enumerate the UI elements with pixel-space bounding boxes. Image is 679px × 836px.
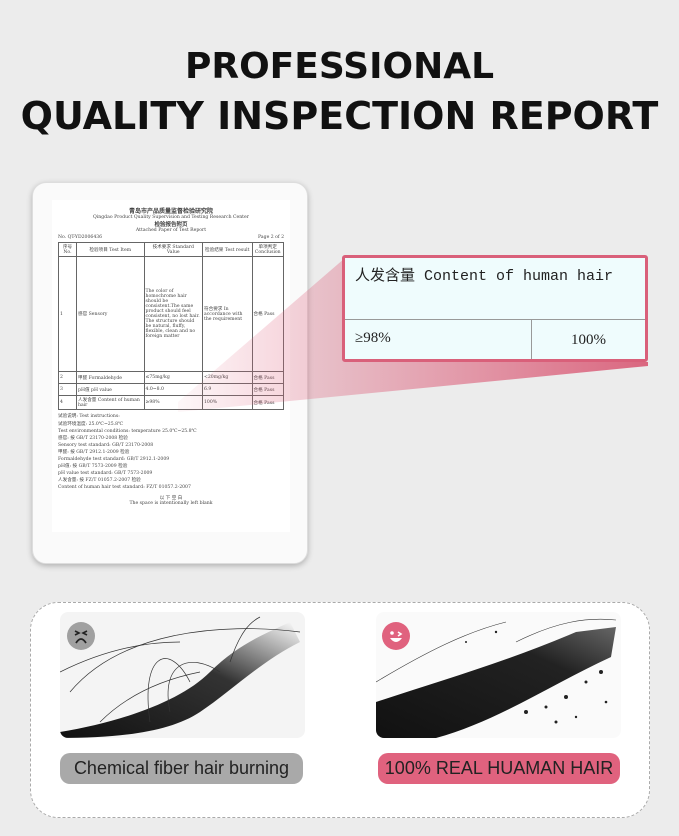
cell: 感官 Sensory xyxy=(76,256,145,372)
notes-list: 试验环境温度: 25.0℃~25.8℃ Test environmental c… xyxy=(58,421,284,491)
report-number: No. QT-YD2006436 xyxy=(58,235,103,240)
cell: 符合要求 In accordance with the requirement xyxy=(202,256,253,372)
cell: ≥98% xyxy=(143,395,203,410)
report-doc-en: Attached Paper of Test Report xyxy=(135,228,207,233)
report-org-en: Qingdao Product Quality Supervision and … xyxy=(93,215,249,220)
report-table: 序号 No. 检验项目 Test Item 技术要求 Standard Valu… xyxy=(58,242,284,410)
real-human-hair-label: 100% REAL HUAMAN HAIR xyxy=(378,753,620,784)
note: 试验环境温度: 25.0℃~25.8℃ xyxy=(58,422,124,427)
col-header: 检验结果 Test result xyxy=(202,242,253,257)
cell: 甲醛 Formaldehyde xyxy=(76,371,145,384)
cell: 合格 Pass xyxy=(251,256,284,372)
cell: 2 xyxy=(58,371,77,384)
note: 感官: 按 GB/T 23170-2008 检验 xyxy=(58,436,128,441)
callout-test-item: 人发含量 Content of human hair xyxy=(345,258,645,320)
col-header: 单项判定 Conclusion xyxy=(251,242,284,257)
col-header: 技术要求 Standard Value xyxy=(143,242,203,257)
table-row: 4 人发含量 Content of human hair ≥98% 100% 合格 Pa… xyxy=(58,395,284,410)
note: Formaldehyde test standard: GB/T 2912.1-… xyxy=(58,457,170,462)
headline-line2: QUALITY INSPECTION REPORT xyxy=(20,94,659,138)
cell: 6.9 xyxy=(202,383,253,396)
chemical-fiber-burn-photo xyxy=(60,612,305,738)
note: 人发含量: 按 FZ/T 01057.2-2007 检验 xyxy=(58,478,141,483)
cell: The color of homochrome hair should be c… xyxy=(143,256,203,372)
blank-en: The space is intentionally left blank xyxy=(129,501,213,506)
callout-standard-value: ≥98% xyxy=(345,320,532,359)
blank-cn: 以 下 空 白 xyxy=(159,496,183,501)
cell: 合格 Pass xyxy=(251,395,284,410)
note: pH值: 按 GB/T 7573-2009 检验 xyxy=(58,464,128,469)
table-row: 1 感官 Sensory The color of homochrome hair … xyxy=(58,256,284,372)
inspection-report-document: 青岛市产品质量监督检验研究院 Qingdao Product Quality S… xyxy=(52,200,290,532)
cell: 3 xyxy=(58,383,77,396)
cell: 人发含量 Content of human hair xyxy=(76,395,145,410)
note: Content of human hair test standard: FZ/… xyxy=(58,485,191,490)
cell: 4 xyxy=(58,395,77,410)
cell: pH值 pH value xyxy=(76,383,145,396)
callout-test-result: 100% xyxy=(571,332,606,348)
cell: 合格 Pass xyxy=(251,371,284,384)
note: Sensory test standard: GB/T 23170-2008 xyxy=(58,443,154,448)
cell: <20mg/kg xyxy=(202,371,253,384)
human-hair-burn-photo xyxy=(376,612,621,738)
cell: ≤75mg/kg xyxy=(143,371,203,384)
report-org-cn: 青岛市产品质量监督检验研究院 xyxy=(128,208,213,215)
note: 甲醛: 按 GB/T 2912.1-2009 检验 xyxy=(58,450,130,455)
cell: 4.0~8.0 xyxy=(143,383,203,396)
cell: 合格 Pass xyxy=(251,383,284,396)
report-page: Page 2 of 2 xyxy=(258,235,284,240)
table-row: 2 甲醛 Formaldehyde ≤75mg/kg <20mg/kg 合格 Pass xyxy=(58,371,284,384)
cell: 1 xyxy=(58,256,77,372)
col-header: 序号 No. xyxy=(58,242,77,257)
happy-wink-face-icon xyxy=(382,622,410,650)
highlighted-result-callout: 人发含量 Content of human hair ≥98% 100% xyxy=(342,255,648,362)
note: Test environmental conditions: temperatu… xyxy=(58,429,197,434)
notes-title: 试验说明: Test instructions: xyxy=(58,414,120,419)
headline-line1: PROFESSIONAL xyxy=(184,46,495,87)
sad-face-icon xyxy=(67,622,95,650)
chemical-fiber-label: Chemical fiber hair burning xyxy=(60,753,303,784)
cell: 100% xyxy=(202,395,253,410)
note: pH value test standard: GB/T 7573-2009 xyxy=(58,471,153,476)
report-doc-cn: 检验报告附页 xyxy=(154,222,188,228)
table-row: 3 pH值 pH value 4.0~8.0 6.9 合格 Pass xyxy=(58,383,284,396)
col-header: 检验项目 Test Item xyxy=(76,242,145,257)
